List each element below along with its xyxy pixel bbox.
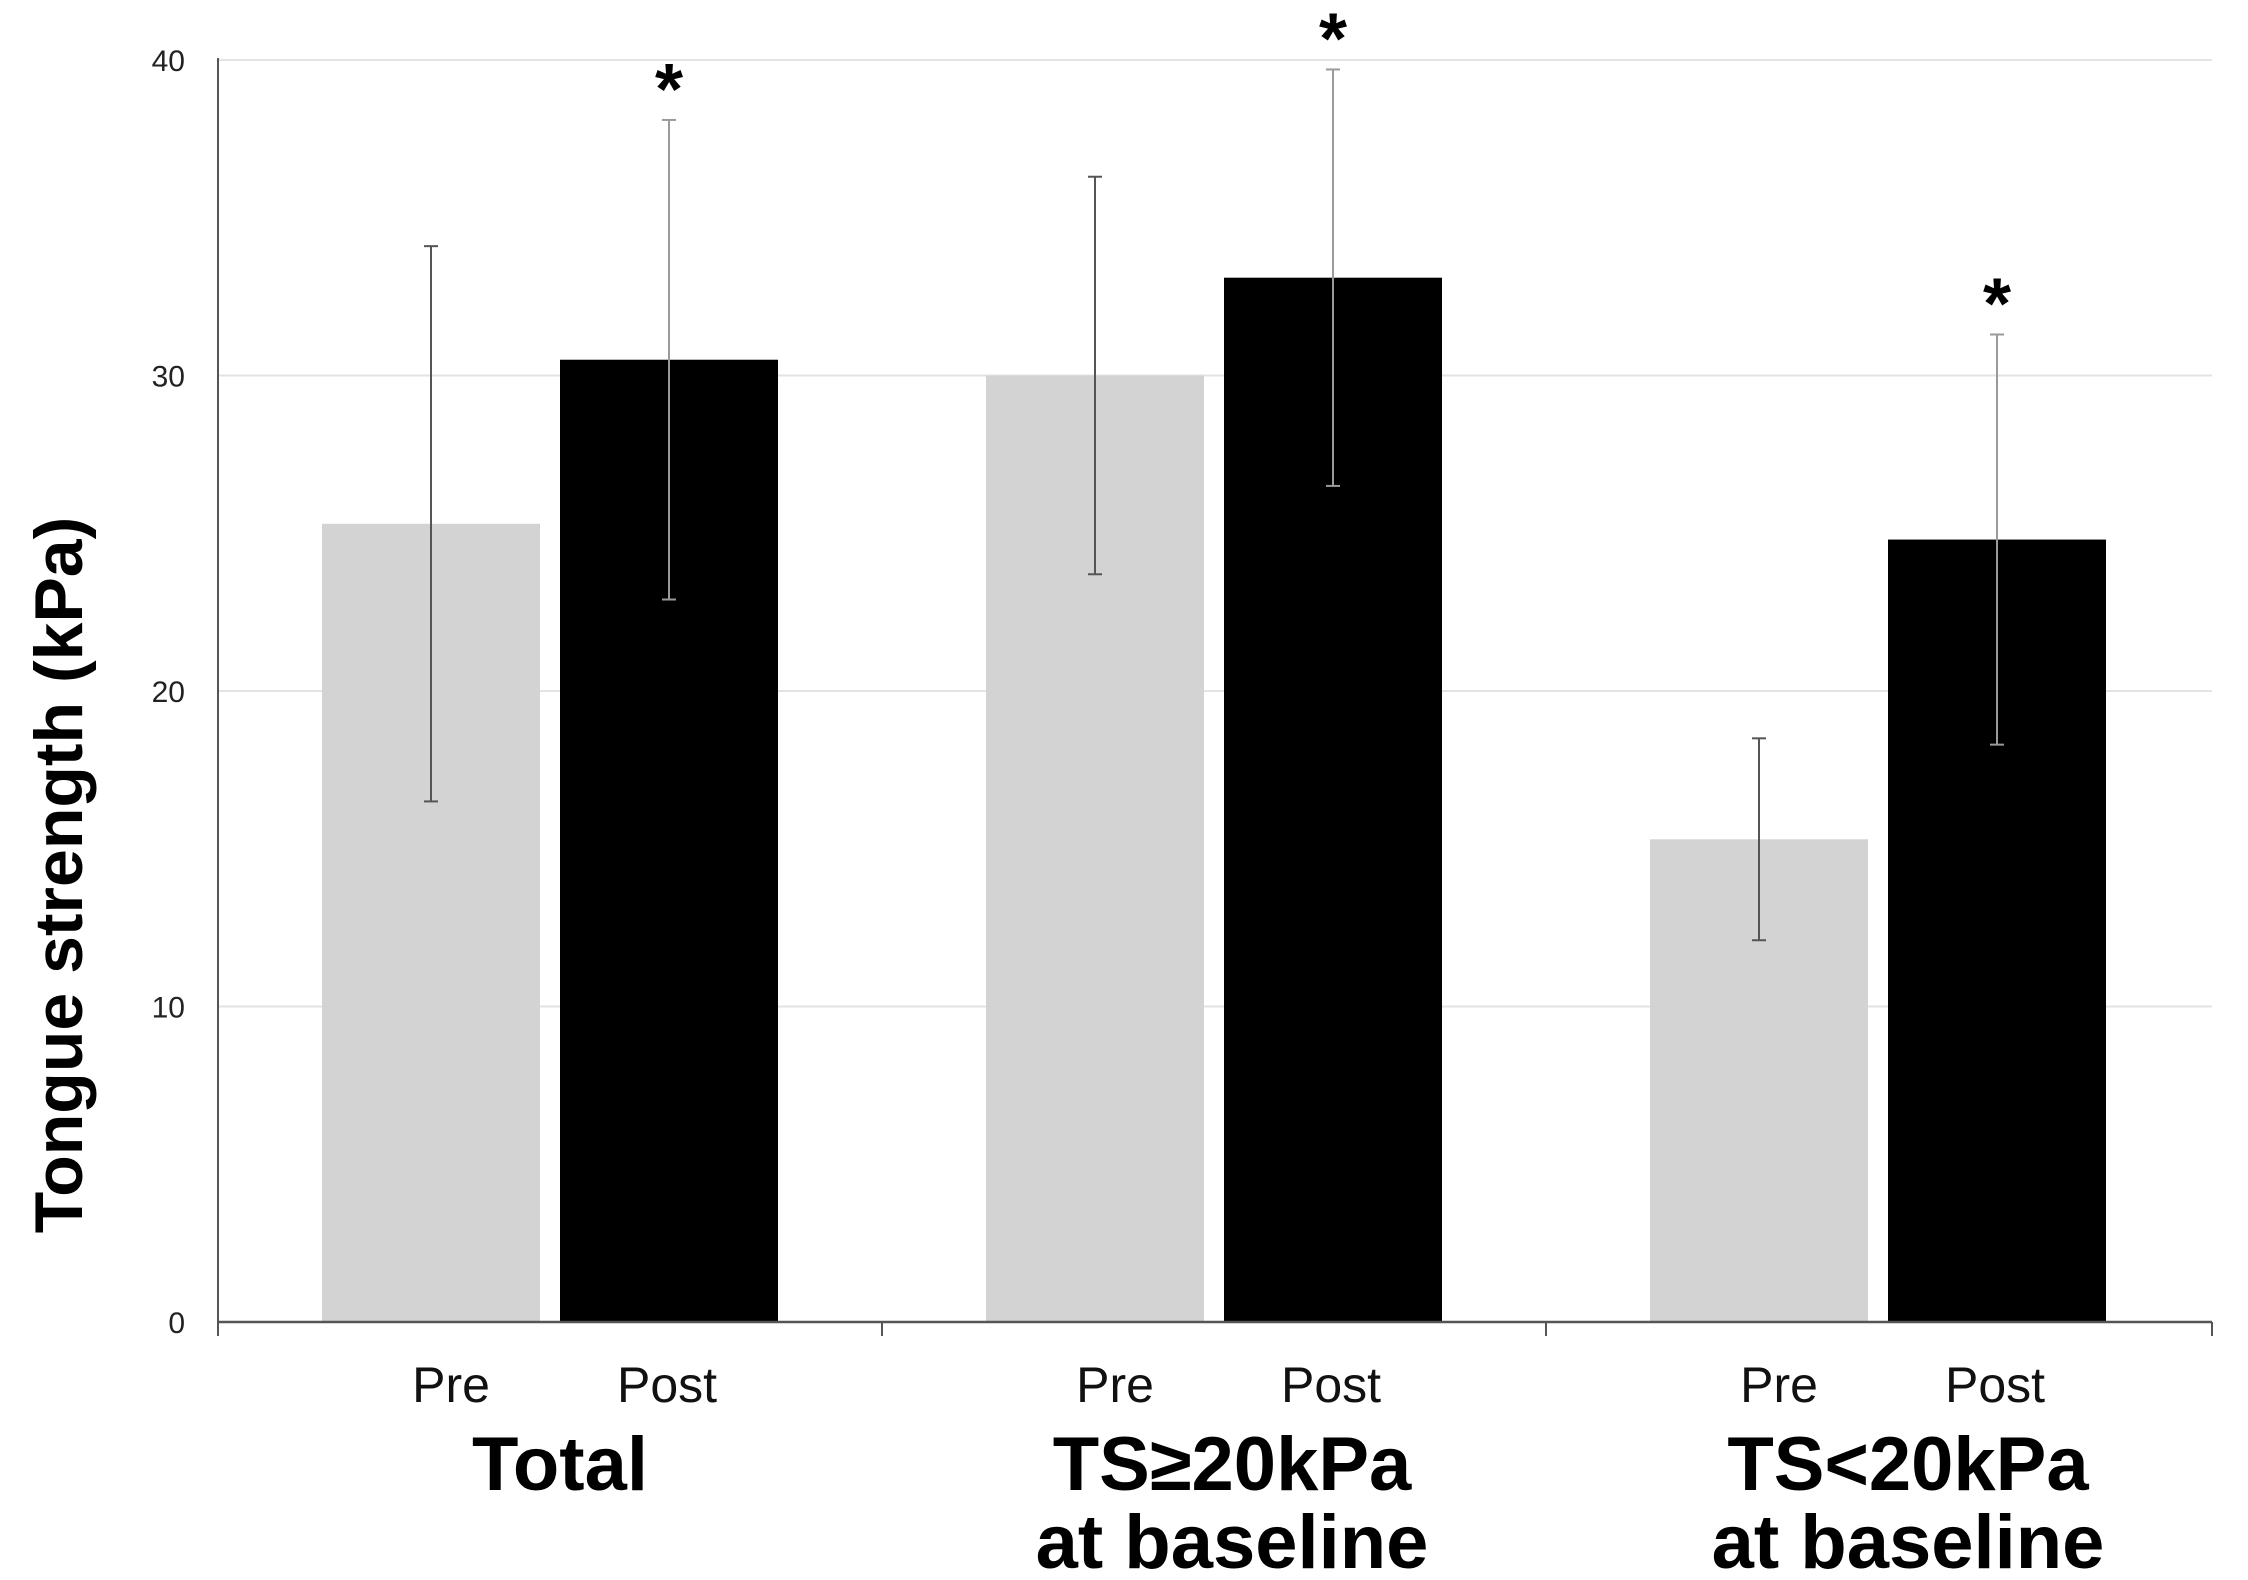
y-axis-title: Tongue strength (kPa) (21, 517, 97, 1234)
x-label-g1-pre: Pre (412, 1357, 490, 1413)
group-label-2-line-1: TS≥20kPa (1053, 1422, 1412, 1507)
group-label-2-line-2: at baseline (1036, 1500, 1429, 1580)
bars (322, 68, 2106, 1323)
x-label-g3-post: Post (1945, 1357, 2045, 1413)
gridlines (218, 59, 2212, 1008)
x-label-g3-pre: Pre (1740, 1357, 1818, 1413)
y-tick-label-0: 0 (168, 1307, 185, 1340)
x-label-g1-post: Post (617, 1357, 717, 1413)
y-tick-label-10: 10 (152, 992, 185, 1025)
y-tick-label-20: 20 (152, 676, 185, 709)
axes (217, 58, 2213, 1336)
significance-star-g1: * (655, 50, 683, 130)
group-label-3-line-1: TS<20kPa (1727, 1422, 2089, 1507)
x-label-g2-pre: Pre (1076, 1357, 1154, 1413)
group-label-1-line-1: Total (472, 1422, 648, 1507)
significance-star-g2: * (1319, 0, 1347, 79)
significance-star-g3: * (1983, 264, 2011, 344)
y-tick-label-40: 40 (152, 45, 185, 78)
x-label-g2-post: Post (1281, 1357, 1381, 1413)
y-tick-label-30: 30 (152, 361, 185, 394)
group-label-3-line-2: at baseline (1712, 1500, 2105, 1580)
